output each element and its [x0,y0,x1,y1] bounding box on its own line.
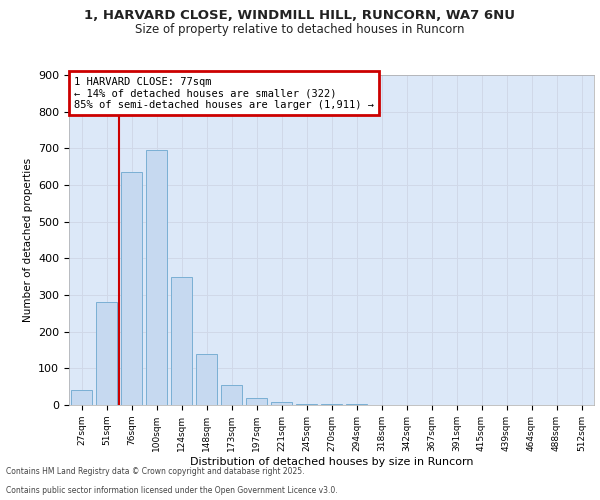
Bar [71,390,92,405]
Bar [346,404,367,405]
Text: 1, HARVARD CLOSE, WINDMILL HILL, RUNCORN, WA7 6NU: 1, HARVARD CLOSE, WINDMILL HILL, RUNCORN… [85,9,515,22]
Bar [96,302,117,405]
Bar [296,404,317,405]
Bar [321,404,342,405]
Bar [271,402,292,405]
Bar [171,276,192,405]
Text: 1 HARVARD CLOSE: 77sqm
← 14% of detached houses are smaller (322)
85% of semi-de: 1 HARVARD CLOSE: 77sqm ← 14% of detached… [74,76,374,110]
Y-axis label: Number of detached properties: Number of detached properties [23,158,32,322]
Text: Contains public sector information licensed under the Open Government Licence v3: Contains public sector information licen… [6,486,338,495]
X-axis label: Distribution of detached houses by size in Runcorn: Distribution of detached houses by size … [190,456,473,466]
Text: Size of property relative to detached houses in Runcorn: Size of property relative to detached ho… [135,22,465,36]
Bar [196,354,217,405]
Text: Contains HM Land Registry data © Crown copyright and database right 2025.: Contains HM Land Registry data © Crown c… [6,467,305,476]
Bar [246,398,267,405]
Bar [221,385,242,405]
Bar [121,172,142,405]
Bar [146,150,167,405]
